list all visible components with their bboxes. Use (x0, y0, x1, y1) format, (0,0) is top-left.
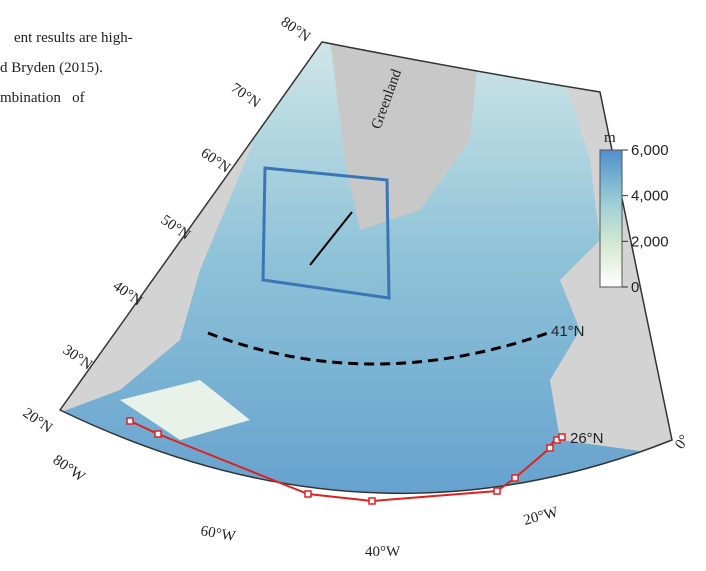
colorbar-tick-label: 4,000 (631, 188, 669, 205)
colorbar-tick-label: 2,000 (631, 233, 669, 250)
text-line: ent results are high- (14, 30, 133, 46)
longitude-label: 20°W (522, 504, 561, 529)
latitude-label: 60°N (198, 145, 233, 176)
stations (126, 417, 566, 505)
section-label: 41°N (551, 323, 585, 340)
colorbar (599, 149, 623, 288)
colorbar-tick-label: 6,000 (631, 142, 669, 159)
longitude-label: 60°W (199, 523, 237, 545)
leader-line (309, 211, 353, 266)
colorbar-unit: m (604, 130, 616, 146)
section-label: 26°N (570, 430, 604, 447)
longitude-label: 40°W (365, 544, 401, 560)
section-41n (207, 331, 549, 366)
latitude-label: 70°N (228, 80, 263, 111)
text-line: mbination of (0, 90, 85, 106)
map-frame (58, 41, 673, 495)
region-box (261, 166, 391, 300)
colorbar-tick-label: 0 (631, 279, 639, 296)
longitude-label: 80°W (50, 452, 89, 486)
longitude-label: 0° (672, 432, 693, 452)
latitude-label: 20°N (20, 405, 55, 436)
latitude-label: 80°N (278, 14, 313, 45)
text-line: d Bryden (2015). (0, 60, 103, 76)
